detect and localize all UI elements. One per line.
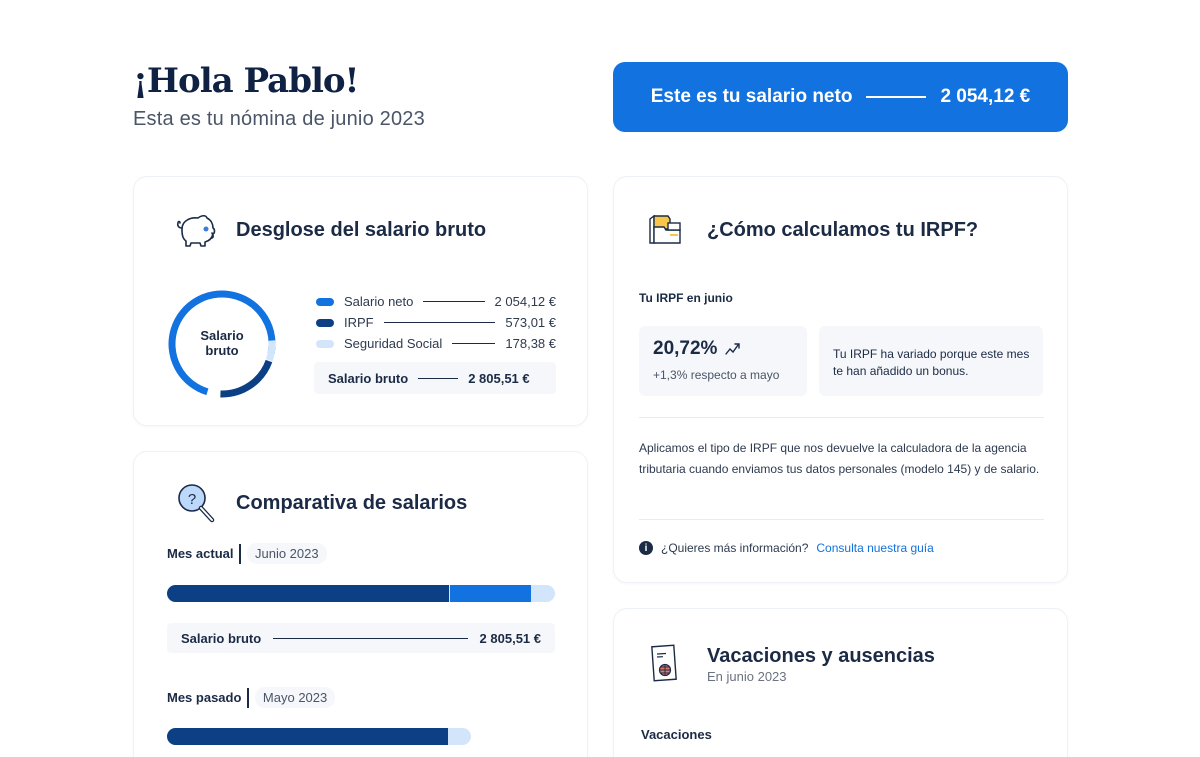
vacations-subtitle: En junio 2023	[707, 669, 787, 684]
info-icon: i	[639, 541, 653, 555]
irpf-delta: +1,3% respecto a mayo	[653, 368, 780, 382]
legend-value: 178,38 €	[505, 336, 556, 351]
irpf-note: Tu IRPF ha variado porque este mes te ha…	[833, 347, 1030, 378]
folder-icon	[649, 214, 681, 244]
legend-leader-line	[383, 322, 496, 323]
more-info-text: ¿Quieres más información?	[661, 541, 809, 555]
vacations-section-label: Vacaciones	[641, 727, 712, 742]
divider-line	[866, 96, 927, 98]
previous-month-pill: Mayo 2023	[254, 687, 336, 708]
page-title: ¡Hola Pablo!	[133, 61, 359, 101]
trend-up-icon	[725, 343, 741, 355]
donut-center-label: Salario bruto	[166, 328, 278, 358]
current-month-row: Mes actual Junio 2023	[167, 543, 327, 564]
svg-text:?: ?	[188, 491, 196, 508]
leader-line	[273, 637, 468, 639]
legend-value: 573,01 €	[505, 315, 556, 330]
irpf-rate-box: 20,72% +1,3% respecto a mayo	[639, 326, 807, 396]
donut-label-line1: Salario	[200, 328, 244, 343]
legend-item-irpf: IRPF 573,01 €	[316, 312, 556, 333]
irpf-title: ¿Cómo calculamos tu IRPF?	[707, 219, 979, 241]
total-value: 2 805,51 €	[468, 370, 530, 386]
irpf-percentage: 20,72%	[653, 338, 718, 359]
legend-leader-line	[423, 301, 485, 302]
legend-swatch	[316, 318, 334, 327]
current-gross-salary-row: Salario bruto 2 805,51 €	[167, 623, 555, 653]
legend-swatch	[316, 297, 334, 306]
legend-label: Seguridad Social	[344, 336, 443, 351]
gross-salary-total: Salario bruto 2 805,51 €	[314, 362, 556, 394]
irpf-month-label: Tu IRPF en junio	[639, 291, 733, 305]
previous-month-bar	[167, 728, 471, 745]
bar-segment-irpf	[167, 728, 448, 745]
legend-leader-line	[452, 343, 496, 344]
gross-salary-breakdown-card: Desglose del salario bruto Salario bruto…	[133, 176, 588, 426]
breakdown-title: Desglose del salario bruto	[236, 219, 487, 241]
legend-label: IRPF	[344, 315, 374, 330]
greeting-header: ¡Hola Pablo! Esta es tu nómina de junio …	[133, 60, 425, 131]
net-salary-label: Este es tu salario neto	[650, 86, 853, 107]
legend-label: Salario neto	[344, 294, 414, 309]
donut-label-line2: bruto	[205, 343, 239, 358]
divider	[639, 417, 1044, 418]
guide-link[interactable]: Consulta nuestra guía	[816, 541, 934, 555]
irpf-calculation-card: ¿Cómo calculamos tu IRPF? Tu IRPF en jun…	[613, 176, 1068, 583]
more-info-row: i ¿Quieres más información? Consulta nue…	[639, 541, 934, 555]
divider	[639, 519, 1044, 520]
current-month-label: Mes actual	[167, 546, 234, 561]
legend-item-social-security: Seguridad Social 178,38 €	[316, 333, 556, 354]
vacations-title: Vacaciones y ausencias	[707, 645, 935, 667]
separator	[239, 543, 241, 564]
bar-segment-irpf	[167, 585, 449, 602]
total-label: Salario bruto	[328, 370, 409, 386]
salary-comparison-card: ? Comparativa de salarios Mes actual Jun…	[133, 451, 588, 757]
current-month-bar	[167, 585, 555, 602]
comparison-title: Comparativa de salarios	[236, 492, 468, 514]
irpf-note-box: Tu IRPF ha variado porque este mes te ha…	[819, 326, 1043, 396]
net-salary-value: 2 054,12 €	[940, 86, 1031, 107]
passport-icon	[651, 644, 677, 682]
legend-item-net: Salario neto 2 054,12 €	[316, 291, 556, 312]
current-month-pill: Junio 2023	[246, 543, 327, 564]
piggy-bank-icon	[176, 214, 216, 247]
separator	[247, 687, 249, 708]
net-salary-banner: Este es tu salario neto 2 054,12 €	[613, 62, 1068, 132]
magnifier-question-icon: ?	[178, 484, 215, 523]
gross-label: Salario bruto	[181, 630, 262, 646]
gross-value: 2 805,51 €	[479, 630, 541, 646]
legend-value: 2 054,12 €	[494, 294, 556, 309]
legend-leader-line	[418, 377, 459, 379]
irpf-rate: 20,72%	[653, 338, 741, 360]
previous-month-row: Mes pasado Mayo 2023	[167, 687, 336, 708]
legend-swatch	[316, 339, 334, 348]
previous-month-label: Mes pasado	[167, 690, 242, 705]
page-subtitle: Esta es tu nómina de junio 2023	[133, 108, 425, 130]
breakdown-legend: Salario neto 2 054,12 € IRPF 573,01 € Se…	[314, 291, 556, 394]
vacations-absences-card: Vacaciones y ausencias En junio 2023 Vac…	[613, 608, 1068, 757]
irpf-explanation: Aplicamos el tipo de IRPF que nos devuel…	[639, 441, 1040, 476]
gross-salary-donut-chart	[168, 290, 276, 398]
bar-segment-net	[449, 585, 531, 602]
